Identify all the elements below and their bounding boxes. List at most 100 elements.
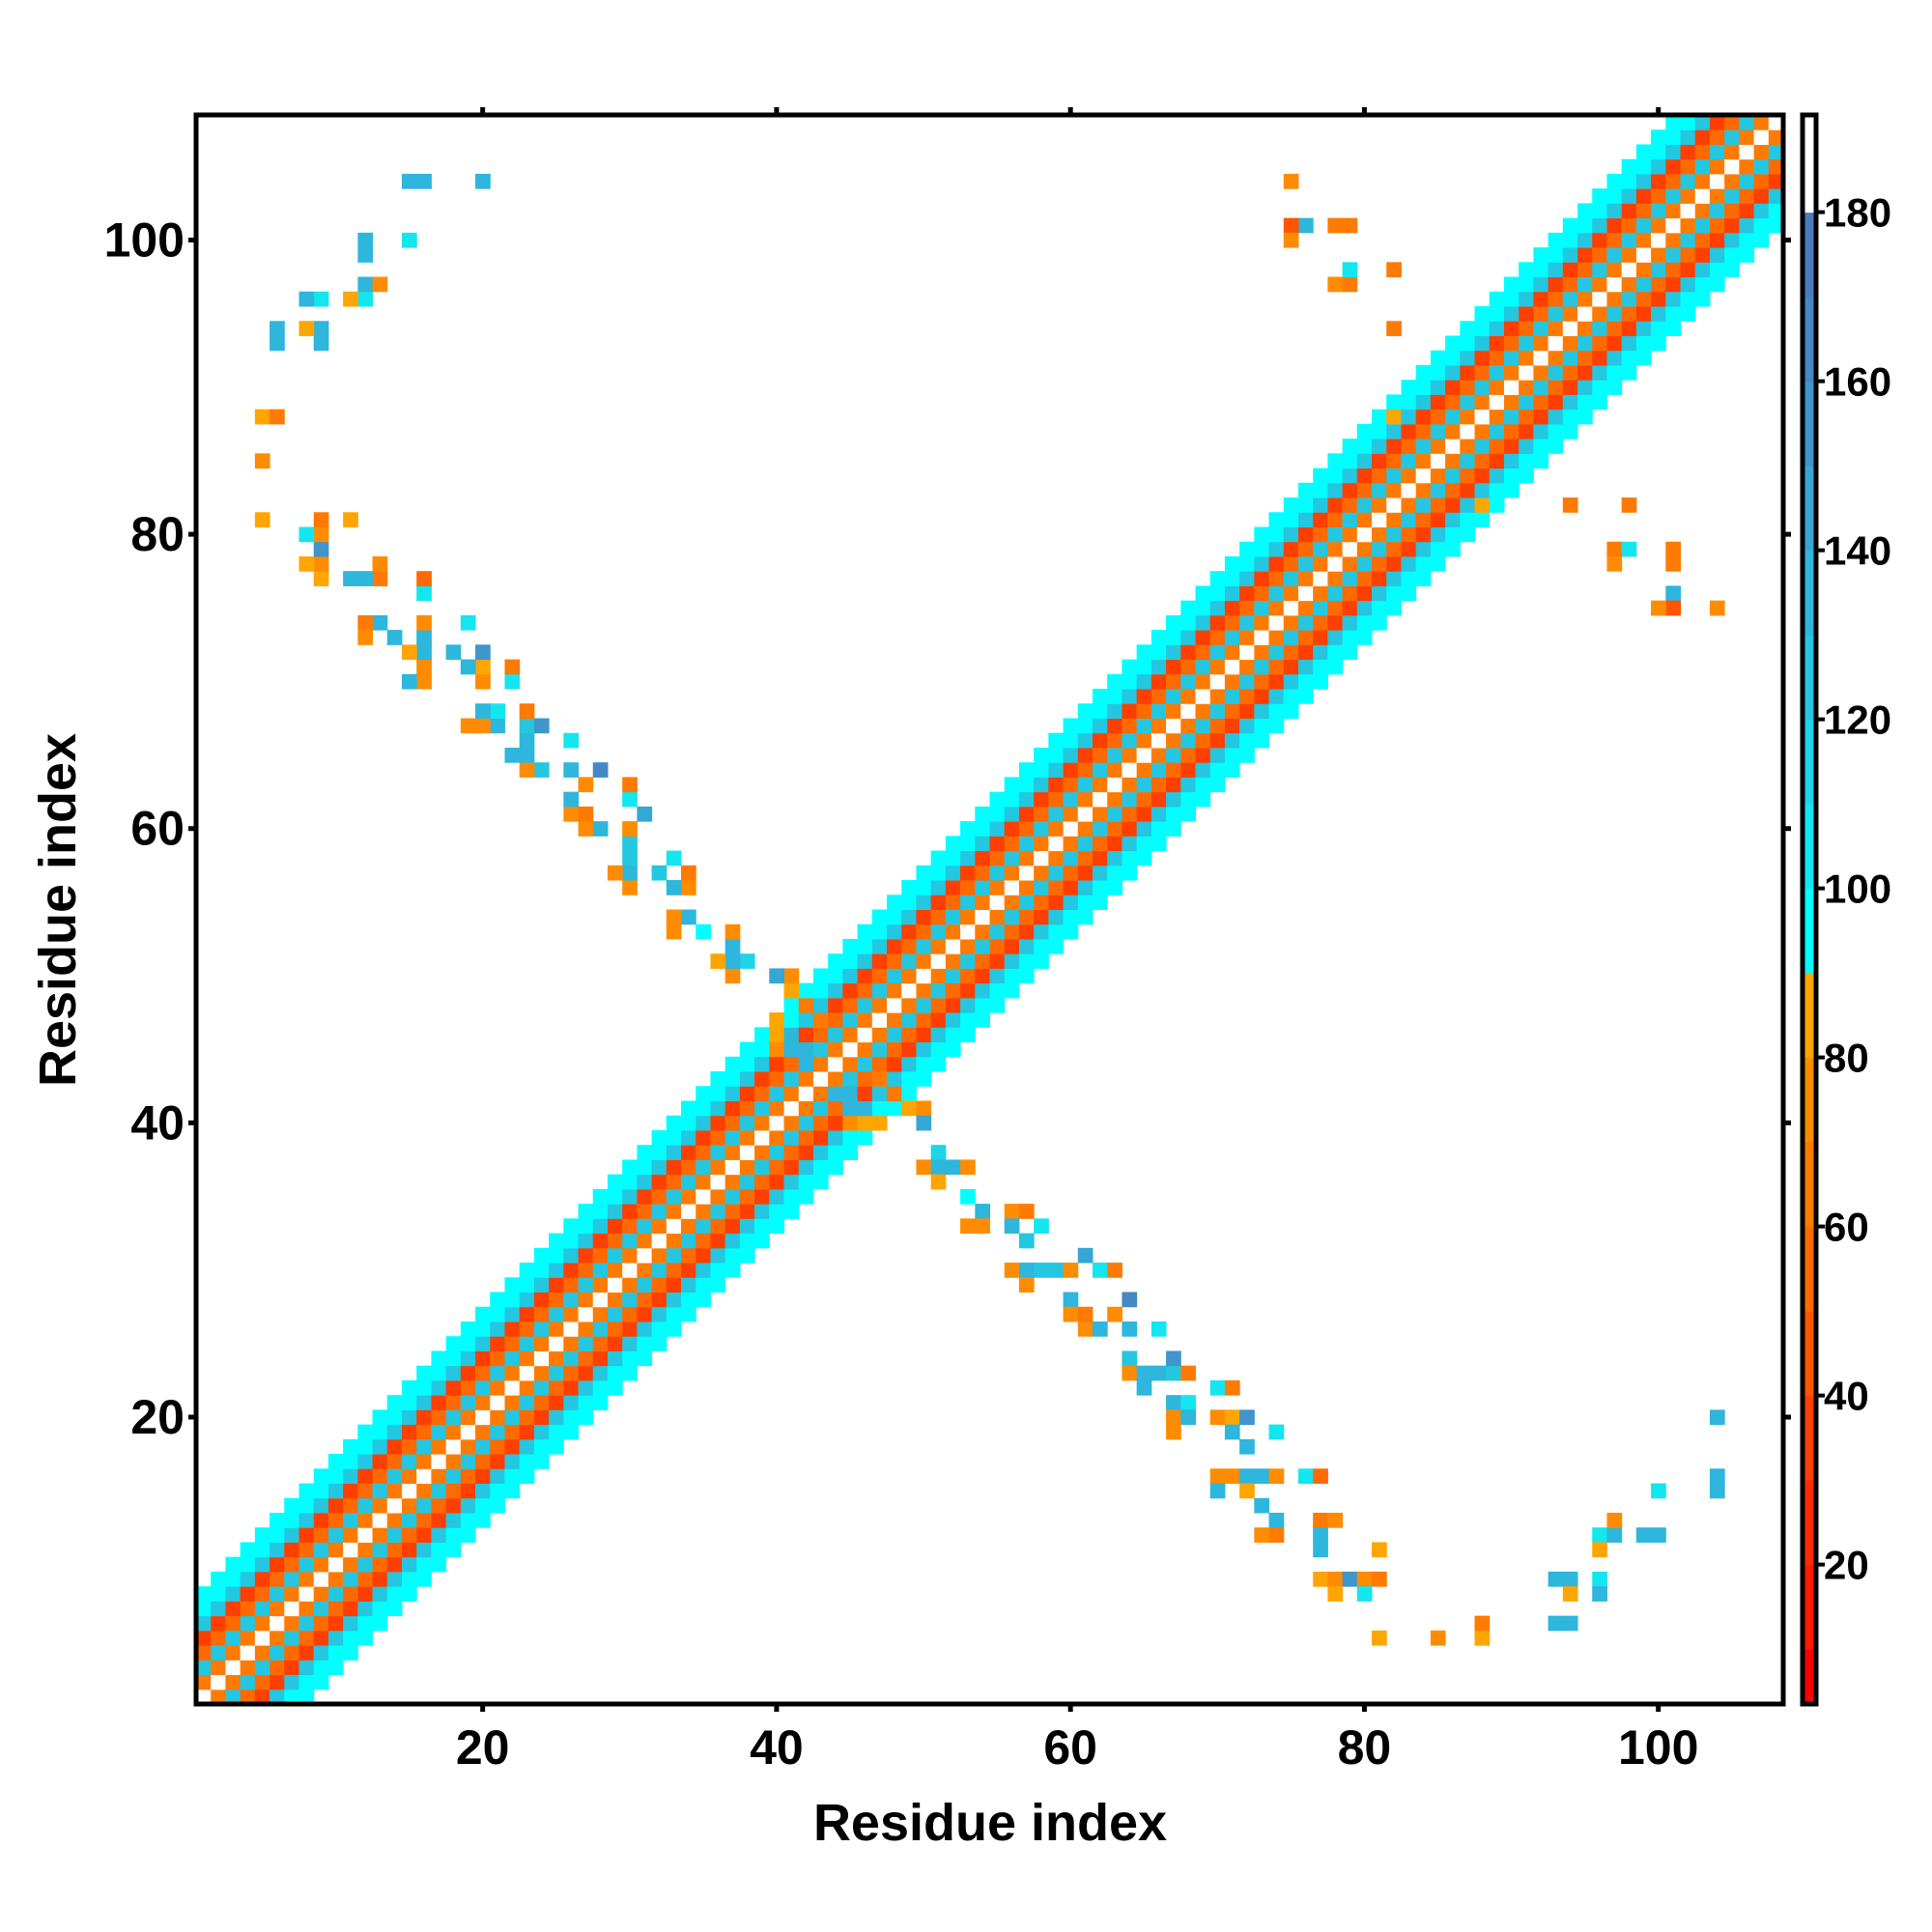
heatmap-cell <box>254 1674 270 1690</box>
heatmap-cell <box>798 1159 814 1176</box>
heatmap-cell <box>431 1424 447 1440</box>
heatmap-cell <box>1665 600 1682 616</box>
heatmap-cell <box>887 1027 902 1043</box>
heatmap-cell <box>1621 173 1637 189</box>
heatmap-cell <box>1254 1527 1270 1543</box>
heatmap-cell <box>1034 953 1049 969</box>
heatmap-cell <box>196 1630 212 1646</box>
heatmap-cell <box>578 1277 594 1293</box>
colorbar-tick-label: 80 <box>1824 1036 1869 1081</box>
heatmap-cell <box>1621 350 1637 366</box>
heatmap-cell <box>1283 497 1299 513</box>
heatmap-cell <box>1180 630 1196 645</box>
heatmap-cell <box>1034 836 1049 852</box>
heatmap-cell <box>343 1527 358 1543</box>
heatmap-cell <box>298 1542 315 1558</box>
heatmap-cell <box>563 762 580 778</box>
heatmap-cell <box>1209 777 1226 793</box>
heatmap-cell <box>1592 364 1607 381</box>
heatmap-cell <box>1122 747 1138 763</box>
heatmap-cell <box>372 1527 388 1543</box>
heatmap-cell <box>916 1071 932 1087</box>
heatmap-cell <box>1372 409 1387 425</box>
heatmap-cell <box>857 1129 873 1146</box>
heatmap-cell <box>1195 703 1211 719</box>
heatmap-cell <box>1268 718 1285 734</box>
heatmap-cell <box>372 555 388 572</box>
heatmap-cell <box>1489 321 1505 336</box>
heatmap-cell <box>504 1395 521 1410</box>
heatmap-cell <box>475 1497 491 1514</box>
y-tick-label: 40 <box>130 1095 185 1150</box>
heatmap-cell <box>960 1159 976 1176</box>
heatmap-cell <box>1063 762 1079 778</box>
heatmap-cell <box>1268 585 1285 602</box>
heatmap-cell <box>1342 1571 1358 1587</box>
heatmap-cell <box>828 1159 843 1176</box>
heatmap-cell <box>1180 659 1196 675</box>
heatmap-cell <box>343 291 358 307</box>
heatmap-cell <box>1503 380 1520 395</box>
heatmap-cell <box>592 1336 609 1351</box>
heatmap-cell <box>1048 836 1065 852</box>
heatmap-cell <box>812 1071 829 1087</box>
heatmap-cell <box>1606 555 1623 572</box>
heatmap-cell <box>1224 762 1240 778</box>
heatmap-cell <box>1209 659 1226 675</box>
heatmap-cell <box>666 909 682 925</box>
heatmap-cell <box>519 1424 535 1440</box>
heatmap-cell <box>533 1306 550 1322</box>
heatmap-cell <box>1122 703 1138 719</box>
heatmap-cell <box>401 232 417 248</box>
heatmap-cell <box>1386 600 1402 616</box>
heatmap-cell <box>475 1321 491 1337</box>
heatmap-cell <box>1606 306 1623 322</box>
heatmap-cell <box>1519 409 1534 425</box>
colorbar-segment <box>1803 1564 1816 1650</box>
heatmap-cell <box>1018 777 1035 793</box>
heatmap-cell <box>724 1188 741 1205</box>
heatmap-cell <box>1122 777 1138 793</box>
heatmap-cell <box>416 1512 432 1528</box>
heatmap-cell <box>1180 762 1196 778</box>
heatmap-cell <box>1107 673 1122 690</box>
heatmap-cell <box>1562 1615 1578 1632</box>
heatmap-cell <box>1063 821 1079 837</box>
heatmap-cell <box>225 1689 242 1705</box>
heatmap-cell <box>666 1188 682 1205</box>
heatmap-cell <box>401 673 417 690</box>
heatmap-cell <box>592 1365 609 1381</box>
heatmap-cell <box>1018 1233 1035 1249</box>
heatmap-cell <box>975 806 990 822</box>
heatmap-cell <box>1077 880 1094 895</box>
heatmap-cell <box>681 1263 696 1278</box>
heatmap-cell <box>1313 555 1328 572</box>
x-tick-label: 40 <box>750 1720 804 1775</box>
heatmap-cell <box>1327 541 1344 557</box>
heatmap-cell <box>783 1071 800 1087</box>
heatmap-cell <box>211 1571 226 1587</box>
heatmap-cell <box>1209 1483 1226 1499</box>
heatmap-cell <box>1092 836 1108 852</box>
heatmap-cell <box>240 1630 256 1646</box>
heatmap-cell <box>1018 865 1035 881</box>
heatmap-cell <box>1166 1424 1181 1440</box>
heatmap-cell <box>930 865 947 881</box>
heatmap-cell <box>1254 1497 1270 1514</box>
heatmap-cell <box>460 1379 476 1396</box>
heatmap-cell <box>1577 321 1593 336</box>
heatmap-cell <box>681 1233 696 1249</box>
heatmap-cell <box>739 1174 755 1190</box>
heatmap-cell <box>1136 732 1152 749</box>
heatmap-cell <box>1430 1630 1446 1646</box>
heatmap-cell <box>1401 482 1417 498</box>
heatmap-cell <box>1372 585 1387 602</box>
heatmap-cell <box>1533 350 1549 366</box>
heatmap-cell <box>343 1497 358 1514</box>
heatmap-cell <box>386 1483 403 1499</box>
heatmap-cell <box>475 703 491 719</box>
heatmap-cell <box>1048 865 1065 881</box>
heatmap-cell <box>1372 423 1387 440</box>
heatmap-cell <box>1297 644 1314 661</box>
heatmap-cell <box>196 1615 212 1632</box>
